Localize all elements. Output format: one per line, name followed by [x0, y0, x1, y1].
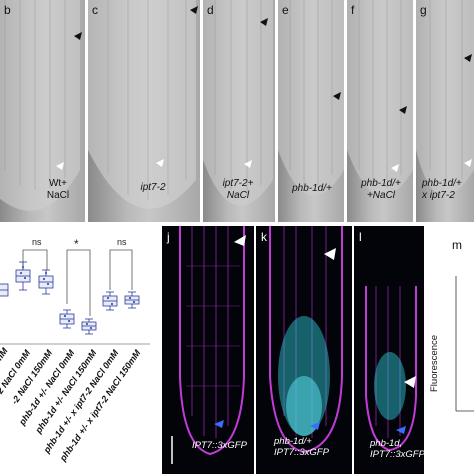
bracket-2: [66, 249, 91, 316]
root-image-g: [416, 0, 474, 196]
panel-letter: j: [167, 230, 170, 244]
panel-letter: b: [4, 3, 11, 17]
panel-letter: l: [359, 230, 362, 244]
panel-letter: m: [452, 238, 462, 252]
sig-label-3: ns: [117, 237, 127, 247]
box-2: [38, 269, 54, 295]
panel-caption: phb-1d/+ +NaCl: [361, 178, 401, 201]
box-1: [15, 261, 31, 291]
root-image-d: [203, 0, 273, 206]
sig-label-1: ns: [32, 237, 42, 247]
root-image-b: [0, 0, 82, 211]
boxplot-chart: ns * ns: [0, 226, 160, 474]
fluor-image-j: [171, 226, 246, 464]
panel-caption: IPT7::3xGFP: [192, 440, 247, 451]
arrowhead-black: [399, 106, 407, 114]
arrowhead-white: [156, 159, 164, 167]
arrowhead-black: [464, 54, 472, 62]
panel-m-axis: [455, 276, 474, 412]
panel-caption: phb-1d/+ x ipt7-2: [422, 178, 462, 201]
panel-c: c ipt7-2: [88, 0, 200, 222]
arrowhead-white: [391, 164, 399, 172]
arrowhead-black: [74, 32, 82, 40]
panel-caption: phb-1d/+: [292, 183, 332, 194]
panel-m: m Fluorescence: [426, 226, 474, 474]
panel-j: j IPT7::3xGFP: [162, 226, 254, 474]
arrowhead-black: [260, 18, 268, 26]
root-image-c: [88, 0, 198, 209]
fluor-image-l: [365, 286, 417, 452]
box-3: [59, 309, 75, 329]
panel-caption: ipt7-2+ NaCl: [222, 178, 254, 201]
panel-letter: c: [92, 3, 98, 17]
panel-f: f phb-1d/+ +NaCl: [347, 0, 413, 222]
bracket-1: [22, 249, 48, 270]
panel-letter: k: [261, 230, 267, 244]
box-5: [102, 291, 118, 311]
arrowhead-black: [190, 6, 198, 14]
x-label-partial-1: 0mM: [0, 346, 11, 369]
y-axis-label: Fluorescence: [429, 334, 440, 392]
arrowhead-white: [464, 159, 472, 167]
panel-d: d ipt7-2+ NaCl: [203, 0, 275, 222]
panel-letter: e: [282, 3, 289, 17]
panel-caption: phb-1d, IPT7::3xGFP: [370, 438, 424, 460]
panel-letter: g: [420, 3, 427, 17]
panel-b: b Wt+ NaCl: [0, 0, 85, 222]
sig-label-2: *: [74, 237, 79, 251]
root-image-e: [278, 0, 344, 196]
box-6: [124, 291, 140, 309]
panel-caption: ipt7-2: [140, 182, 166, 193]
arrowhead-white: [244, 160, 252, 168]
root-image-f: [347, 0, 413, 196]
bracket-3: [109, 249, 133, 290]
panel-letter: f: [351, 3, 355, 17]
panel-e: e phb-1d/+: [278, 0, 344, 222]
arrowhead-black: [333, 92, 341, 100]
panel-caption: phb-1d/+ IPT7::3xGFP: [274, 436, 329, 458]
box-partial: [0, 283, 9, 297]
box-4: [81, 318, 97, 335]
panel-l: l phb-1d, IPT7::3xGFP: [354, 226, 424, 474]
panel-g: g phb-1d/+ x ipt7-2: [416, 0, 474, 222]
fluor-image-k: [269, 226, 343, 454]
panel-caption: Wt+ NaCl: [46, 178, 70, 201]
arrowhead-white: [56, 162, 64, 170]
panel-k: k phb-1d/+ IPT7::3xGFP: [256, 226, 352, 474]
boxplot-svg: [0, 249, 150, 345]
panel-letter: d: [207, 3, 214, 17]
data-points: [19, 265, 136, 330]
